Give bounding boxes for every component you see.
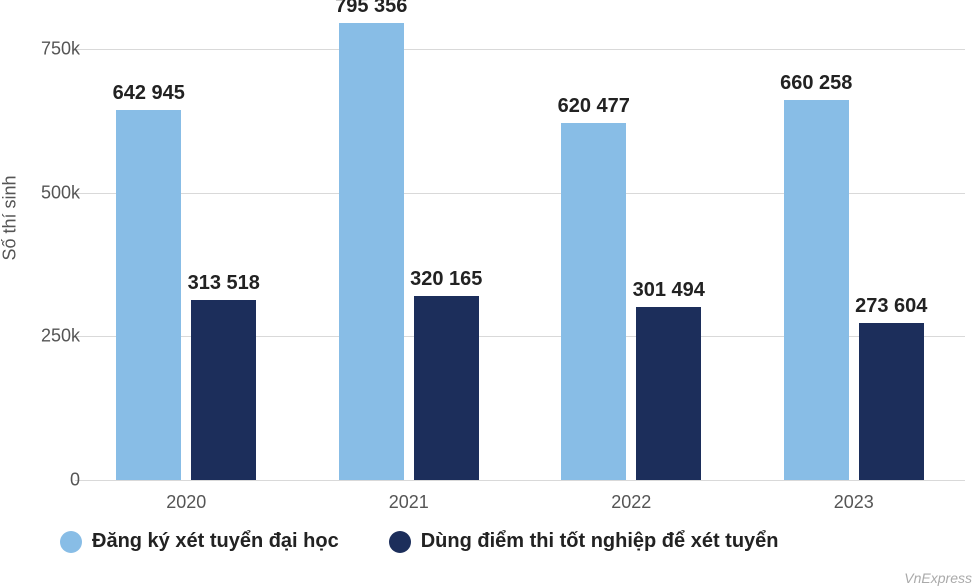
legend-item-0: Đăng ký xét tuyển đại học	[60, 530, 339, 553]
bar	[784, 100, 849, 480]
y-tick-label: 250k	[41, 326, 80, 347]
bar	[339, 23, 404, 480]
legend-swatch-1	[389, 531, 411, 553]
legend-item-1: Dùng điểm thi tốt nghiệp để xét tuyển	[389, 530, 779, 553]
bar	[414, 296, 479, 480]
bar-value-label: 660 258	[780, 72, 852, 95]
bar-value-label: 313 518	[188, 272, 260, 295]
bar-value-label: 273 604	[855, 295, 927, 318]
legend: Đăng ký xét tuyển đại học Dùng điểm thi …	[60, 530, 960, 553]
y-tick-label: 0	[70, 470, 80, 491]
source-label: VnExpress	[904, 570, 972, 586]
x-tick-label: 2023	[834, 492, 874, 513]
bar-value-label: 620 477	[558, 95, 630, 118]
legend-label-0: Đăng ký xét tuyển đại học	[92, 530, 339, 553]
bar	[561, 123, 626, 480]
bar	[116, 110, 181, 480]
bar	[859, 323, 924, 480]
gridline	[75, 49, 965, 50]
bar-value-label: 320 165	[410, 268, 482, 291]
bar-value-label: 301 494	[633, 279, 705, 302]
gridline	[75, 480, 965, 481]
x-tick-label: 2022	[611, 492, 651, 513]
y-tick-label: 750k	[41, 38, 80, 59]
x-tick-label: 2021	[389, 492, 429, 513]
y-axis-label: Số thí sinh	[0, 175, 21, 260]
legend-swatch-0	[60, 531, 82, 553]
y-tick-label: 500k	[41, 182, 80, 203]
bar-value-label: 642 945	[113, 82, 185, 105]
chart-container: Số thí sinh Đăng ký xét tuyển đại học Dù…	[0, 0, 980, 588]
bar-value-label: 795 356	[335, 0, 407, 18]
legend-label-1: Dùng điểm thi tốt nghiệp để xét tuyển	[421, 530, 779, 553]
bar	[191, 300, 256, 480]
bar	[636, 307, 701, 480]
x-tick-label: 2020	[166, 492, 206, 513]
